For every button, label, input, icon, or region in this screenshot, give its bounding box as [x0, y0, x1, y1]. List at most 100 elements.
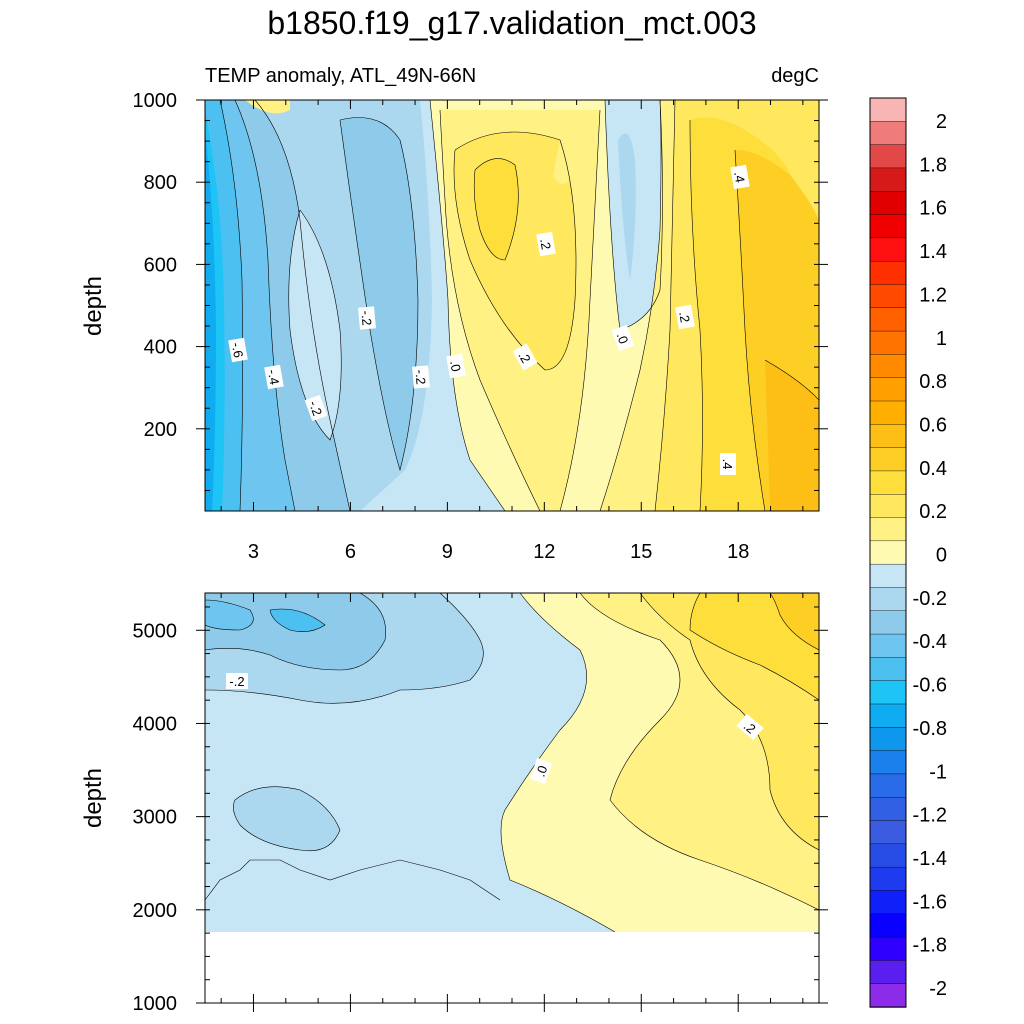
colorbar-frame: [869, 97, 907, 1008]
upper-contour-labels: -.6 -.4 -.2 -.2 -.2 .0 .2 .2 .2 .0 .4 .4: [228, 164, 750, 475]
lower-contour-labels: -.2 .0 .2: [226, 673, 764, 785]
fill-neg-tongue-core: [618, 133, 636, 280]
colorbar-swatch: [869, 121, 907, 146]
lower-contour-fills: [205, 593, 819, 932]
colorbar-swatch: [869, 260, 907, 286]
contour-label: .2: [736, 713, 764, 741]
contour-label-box: [529, 757, 553, 785]
colorbar-swatch: [869, 191, 907, 216]
contour-label: .4: [720, 453, 736, 475]
contour-label-text: .0: [614, 331, 632, 346]
fill-pos-surface: [245, 100, 290, 114]
contour-label-text: .0: [447, 359, 464, 372]
contour-label-text: -.2: [306, 398, 325, 417]
x-tick-label: 18: [727, 541, 749, 563]
contour-label-box: [675, 304, 695, 330]
contour-label-text: -.2: [412, 369, 428, 385]
fill-neg-interior: [288, 210, 342, 440]
colorbar-swatch: [869, 843, 907, 868]
colorbar-swatch: [869, 447, 907, 472]
x-tick-label: 3: [248, 541, 259, 563]
fill-pos-lens: [553, 140, 572, 184]
contour-label-box: [720, 453, 736, 475]
y-tick-label: 4000: [133, 713, 178, 735]
colorbar-label: -0.4: [913, 631, 947, 653]
colorbar-swatch: [869, 633, 907, 659]
contour-label-box: [736, 713, 764, 741]
lower-panel: 1000 2000 3000 4000 5000 -.2 .0 .2 depth: [80, 592, 828, 1015]
contour-label: -.4: [264, 364, 284, 390]
contour-label-box: [358, 306, 376, 330]
colorbar-label: -0.2: [913, 588, 947, 610]
upper-contour-fills: [205, 100, 819, 511]
contour-label-box: [264, 364, 284, 390]
colorbar-label: -0.8: [913, 718, 947, 740]
contour-label-box: [228, 337, 248, 363]
y-tick-label: 1000: [133, 993, 178, 1015]
y-tick-label: 5000: [133, 620, 178, 642]
colorbar-label: -1.6: [913, 891, 947, 913]
contour-label: .0: [446, 353, 466, 379]
fill-pos-0p5: [770, 593, 819, 650]
lower-contour-lines: [205, 593, 819, 932]
colorbar-label: -2: [929, 978, 947, 1000]
colorbar-swatch: [869, 284, 907, 309]
contour-label: -.6: [228, 337, 248, 363]
contour-label-text: -.6: [229, 341, 246, 359]
colorbar-label: -1: [929, 761, 947, 783]
y-tick-label: 200: [144, 419, 177, 441]
colorbar-label: 1.8: [919, 154, 947, 176]
colorbar-swatch: [869, 936, 907, 962]
contour-label-text: .4: [720, 459, 735, 470]
contour-label-box: [446, 353, 466, 379]
colorbar-label: -1.8: [913, 935, 947, 957]
colorbar-swatch: [869, 307, 907, 332]
colorbar-swatch: [869, 167, 907, 192]
fill-pos-0p3: [474, 158, 519, 260]
colorbar-swatch: [869, 97, 907, 123]
contour-label-text: -.2: [358, 310, 374, 326]
contour-label: -.2: [304, 394, 328, 422]
contour-label: .0: [529, 757, 553, 785]
colorbar-swatch: [869, 866, 907, 892]
fill-neg-0p5: [270, 609, 325, 632]
colorbar-label: 1.4: [919, 241, 947, 263]
x-tick-label: 6: [345, 541, 356, 563]
fill-pos-east-0p5: [765, 360, 819, 511]
contour-label-text: .2: [537, 237, 554, 250]
colorbar-label: 0: [936, 545, 947, 567]
contour-label-box: [730, 164, 750, 190]
contour-label: .0: [611, 324, 635, 352]
colorbar-swatch: [869, 470, 907, 495]
y-tick-label: 400: [144, 337, 177, 359]
contour-label-box: [304, 394, 328, 422]
colorbar-swatch: [869, 563, 907, 589]
colorbar-swatch: [869, 820, 907, 845]
colorbar-swatch: [869, 354, 907, 379]
x-tick-label: 12: [533, 541, 555, 563]
upper-axis-ticks: 3 6 9 12 15 18 200 400 600 800 1000: [133, 90, 828, 563]
contour-label: .2: [536, 231, 556, 257]
contour-label-text: -.4: [265, 368, 282, 386]
fill-neg-0p3-blob: [340, 117, 418, 470]
colorbar-label: 0.4: [919, 458, 947, 480]
colorbar-label: -0.6: [913, 675, 947, 697]
contour-label: -.2: [412, 365, 430, 389]
colorbar-swatch: [869, 890, 907, 915]
contour-label-box: [536, 231, 556, 257]
colorbar-swatch: [869, 750, 907, 775]
contour-label-text: -.2: [229, 674, 244, 689]
y-tick-label: 800: [144, 172, 177, 194]
colorbar-label: 1.6: [919, 198, 947, 220]
colorbar-swatch: [869, 540, 907, 565]
colorbar-swatch: [869, 727, 907, 752]
colorbar-label: 0.8: [919, 371, 947, 393]
y-tick-label: 3000: [133, 807, 178, 829]
colorbar-swatch: [869, 214, 907, 239]
colorbar-swatch: [869, 377, 907, 402]
colorbar-swatch: [869, 657, 907, 682]
y-tick-label: 600: [144, 254, 177, 276]
upper-y-axis-label: depth: [80, 276, 107, 336]
y-tick-label: 1000: [133, 90, 178, 112]
colorbar-swatch: [869, 237, 907, 262]
